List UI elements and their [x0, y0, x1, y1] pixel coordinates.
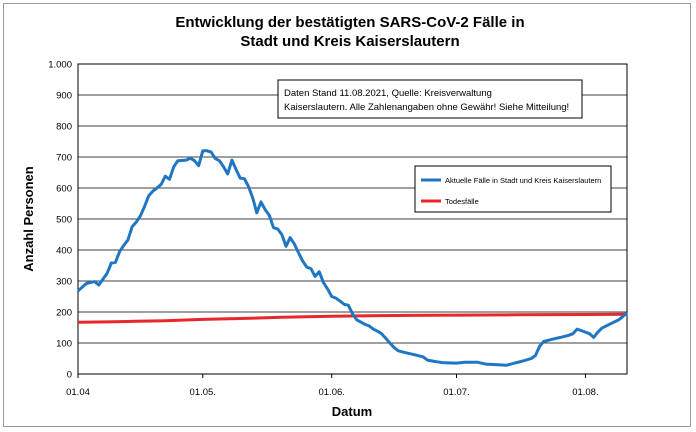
legend-frame — [414, 165, 612, 213]
chart-title-line-1: Entwicklung der bestätigten SARS-CoV-2 F… — [175, 14, 524, 31]
x-tick-label: 01.04 — [66, 387, 90, 398]
chart-frame — [3, 3, 691, 427]
y-tick-label: 700 — [56, 153, 72, 164]
x-tick-label: 01.05. — [190, 387, 216, 398]
legend-label-aktuelle-faelle: Aktuelle Fälle in Stadt und Kreis Kaiser… — [445, 176, 601, 185]
annotation-frame — [277, 79, 583, 119]
y-tick-label: 900 — [56, 91, 72, 102]
annotation-box: Daten Stand 11.08.2021, Quelle: Kreisver… — [277, 79, 583, 119]
y-axis-ticks: 0 100 200 300 400 500 600 700 800 900 1.000 — [48, 60, 72, 381]
x-tick-label: 01.06. — [318, 387, 344, 398]
legend: Aktuelle Fälle in Stadt und Kreis Kaiser… — [414, 165, 612, 213]
y-tick-label: 100 — [56, 339, 72, 350]
plot-area — [77, 63, 628, 375]
chart-title-line-2: Stadt und Kreis Kaiserslautern — [240, 33, 459, 50]
y-tick-label: 500 — [56, 215, 72, 226]
y-tick-label: 300 — [56, 277, 72, 288]
y-tick-label: 1.000 — [48, 60, 72, 71]
gridlines — [78, 94, 627, 344]
y-tick-label: 400 — [56, 246, 72, 257]
y-tick-label: 600 — [56, 184, 72, 195]
y-tick-label: 200 — [56, 308, 72, 319]
x-axis-ticks: 01.04 01.05. 01.06. 01.07. 01.08. — [66, 374, 599, 398]
x-axis-label: Datum — [332, 404, 372, 419]
y-axis-label: Anzahl Personen — [21, 166, 36, 272]
series-line-aktuelle-faelle — [77, 149, 629, 367]
legend-label-todesfaelle: Todesfälle — [445, 197, 479, 206]
annotation-line-2: Kaiserslautern. Alle Zahlenangaben ohne … — [284, 102, 569, 113]
y-tick-label: 800 — [56, 122, 72, 133]
annotation-line-1: Daten Stand 11.08.2021, Quelle: Kreisver… — [284, 88, 492, 99]
x-tick-label: 01.07. — [443, 387, 469, 398]
x-tick-label: 01.08. — [572, 387, 598, 398]
series-line-todesfaelle — [77, 312, 628, 324]
y-tick-label: 0 — [67, 370, 72, 381]
